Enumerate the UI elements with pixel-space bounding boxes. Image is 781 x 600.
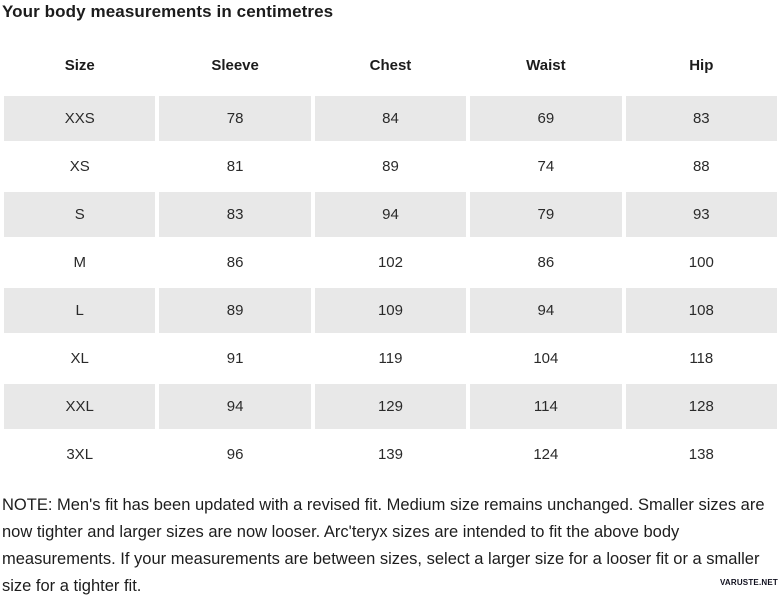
measurement-cell: 93 xyxy=(625,192,777,237)
measurement-cell: 78 xyxy=(159,96,311,141)
table-row: XXL 94 129 114 128 xyxy=(4,384,777,429)
measurement-cell: 83 xyxy=(625,96,777,141)
measurement-cell: 69 xyxy=(470,96,622,141)
measurement-cell: 79 xyxy=(470,192,622,237)
size-cell: L xyxy=(4,288,156,333)
size-cell: XXL xyxy=(4,384,156,429)
measurement-cell: 94 xyxy=(314,192,467,237)
column-header-hip: Hip xyxy=(689,57,714,74)
measurement-cell: 81 xyxy=(226,158,244,175)
measurement-cell: 96 xyxy=(226,446,244,463)
table-row: 3XL 96 139 124 138 xyxy=(4,432,777,477)
column-header-waist: Waist xyxy=(526,57,566,74)
size-cell: 3XL xyxy=(66,446,94,463)
table-row: XXS 78 84 69 83 xyxy=(4,96,777,141)
column-header-chest: Chest xyxy=(369,57,412,74)
measurement-cell: 138 xyxy=(688,446,714,463)
measurement-cell: 89 xyxy=(382,158,399,175)
table-body: XXS 78 84 69 83 XS 81 89 74 88 S 83 94 79 93 M 86 102 86 10… xyxy=(4,96,777,477)
measurement-cell: 118 xyxy=(689,350,714,367)
size-cell: M xyxy=(73,254,86,271)
measurement-cell: 83 xyxy=(159,192,311,237)
measurement-cell: 128 xyxy=(625,384,777,429)
size-chart-table: Size Sleeve Chest Waist Hip XXS 78 84 69 83 X… xyxy=(0,46,781,480)
measurement-cell: 104 xyxy=(533,350,559,367)
size-cell: XS xyxy=(69,158,90,175)
table-row: L 89 109 94 108 xyxy=(4,288,777,333)
measurement-cell: 86 xyxy=(226,254,244,271)
column-header-sleeve: Sleeve xyxy=(211,57,259,74)
measurement-cell: 100 xyxy=(688,254,714,271)
table-row: XL 91 119 104 118 xyxy=(4,336,777,381)
column-header-size: Size xyxy=(64,57,95,74)
size-cell: XXS xyxy=(4,96,156,141)
measurement-cell: 74 xyxy=(537,158,555,175)
measurement-cell: 119 xyxy=(378,350,403,367)
table-row: XS 81 89 74 88 xyxy=(4,144,777,189)
measurement-cell: 114 xyxy=(470,384,622,429)
measurement-cell: 94 xyxy=(470,288,622,333)
header-row: Size Sleeve Chest Waist Hip xyxy=(4,49,777,93)
measurement-cell: 89 xyxy=(159,288,311,333)
measurement-cell: 139 xyxy=(377,446,403,463)
measurement-cell: 88 xyxy=(692,158,710,175)
measurement-cell: 124 xyxy=(533,446,559,463)
measurement-cell: 84 xyxy=(314,96,467,141)
measurement-cell: 102 xyxy=(377,254,403,271)
measurement-cell: 94 xyxy=(159,384,311,429)
measurement-cell: 129 xyxy=(314,384,467,429)
measurement-cell: 86 xyxy=(537,254,555,271)
size-cell: XL xyxy=(70,350,89,367)
table-row: S 83 94 79 93 xyxy=(4,192,777,237)
page-title: Your body measurements in centimetres xyxy=(2,2,334,21)
table-header: Size Sleeve Chest Waist Hip xyxy=(4,49,777,93)
measurement-cell: 109 xyxy=(314,288,467,333)
measurement-cell: 108 xyxy=(625,288,777,333)
note-text: NOTE: Men's fit has been updated with a … xyxy=(2,496,765,595)
measurement-cell: 91 xyxy=(226,350,244,367)
size-cell: S xyxy=(4,192,156,237)
table-row: M 86 102 86 100 xyxy=(4,240,777,285)
watermark: VARUSTE.NET xyxy=(719,578,778,587)
